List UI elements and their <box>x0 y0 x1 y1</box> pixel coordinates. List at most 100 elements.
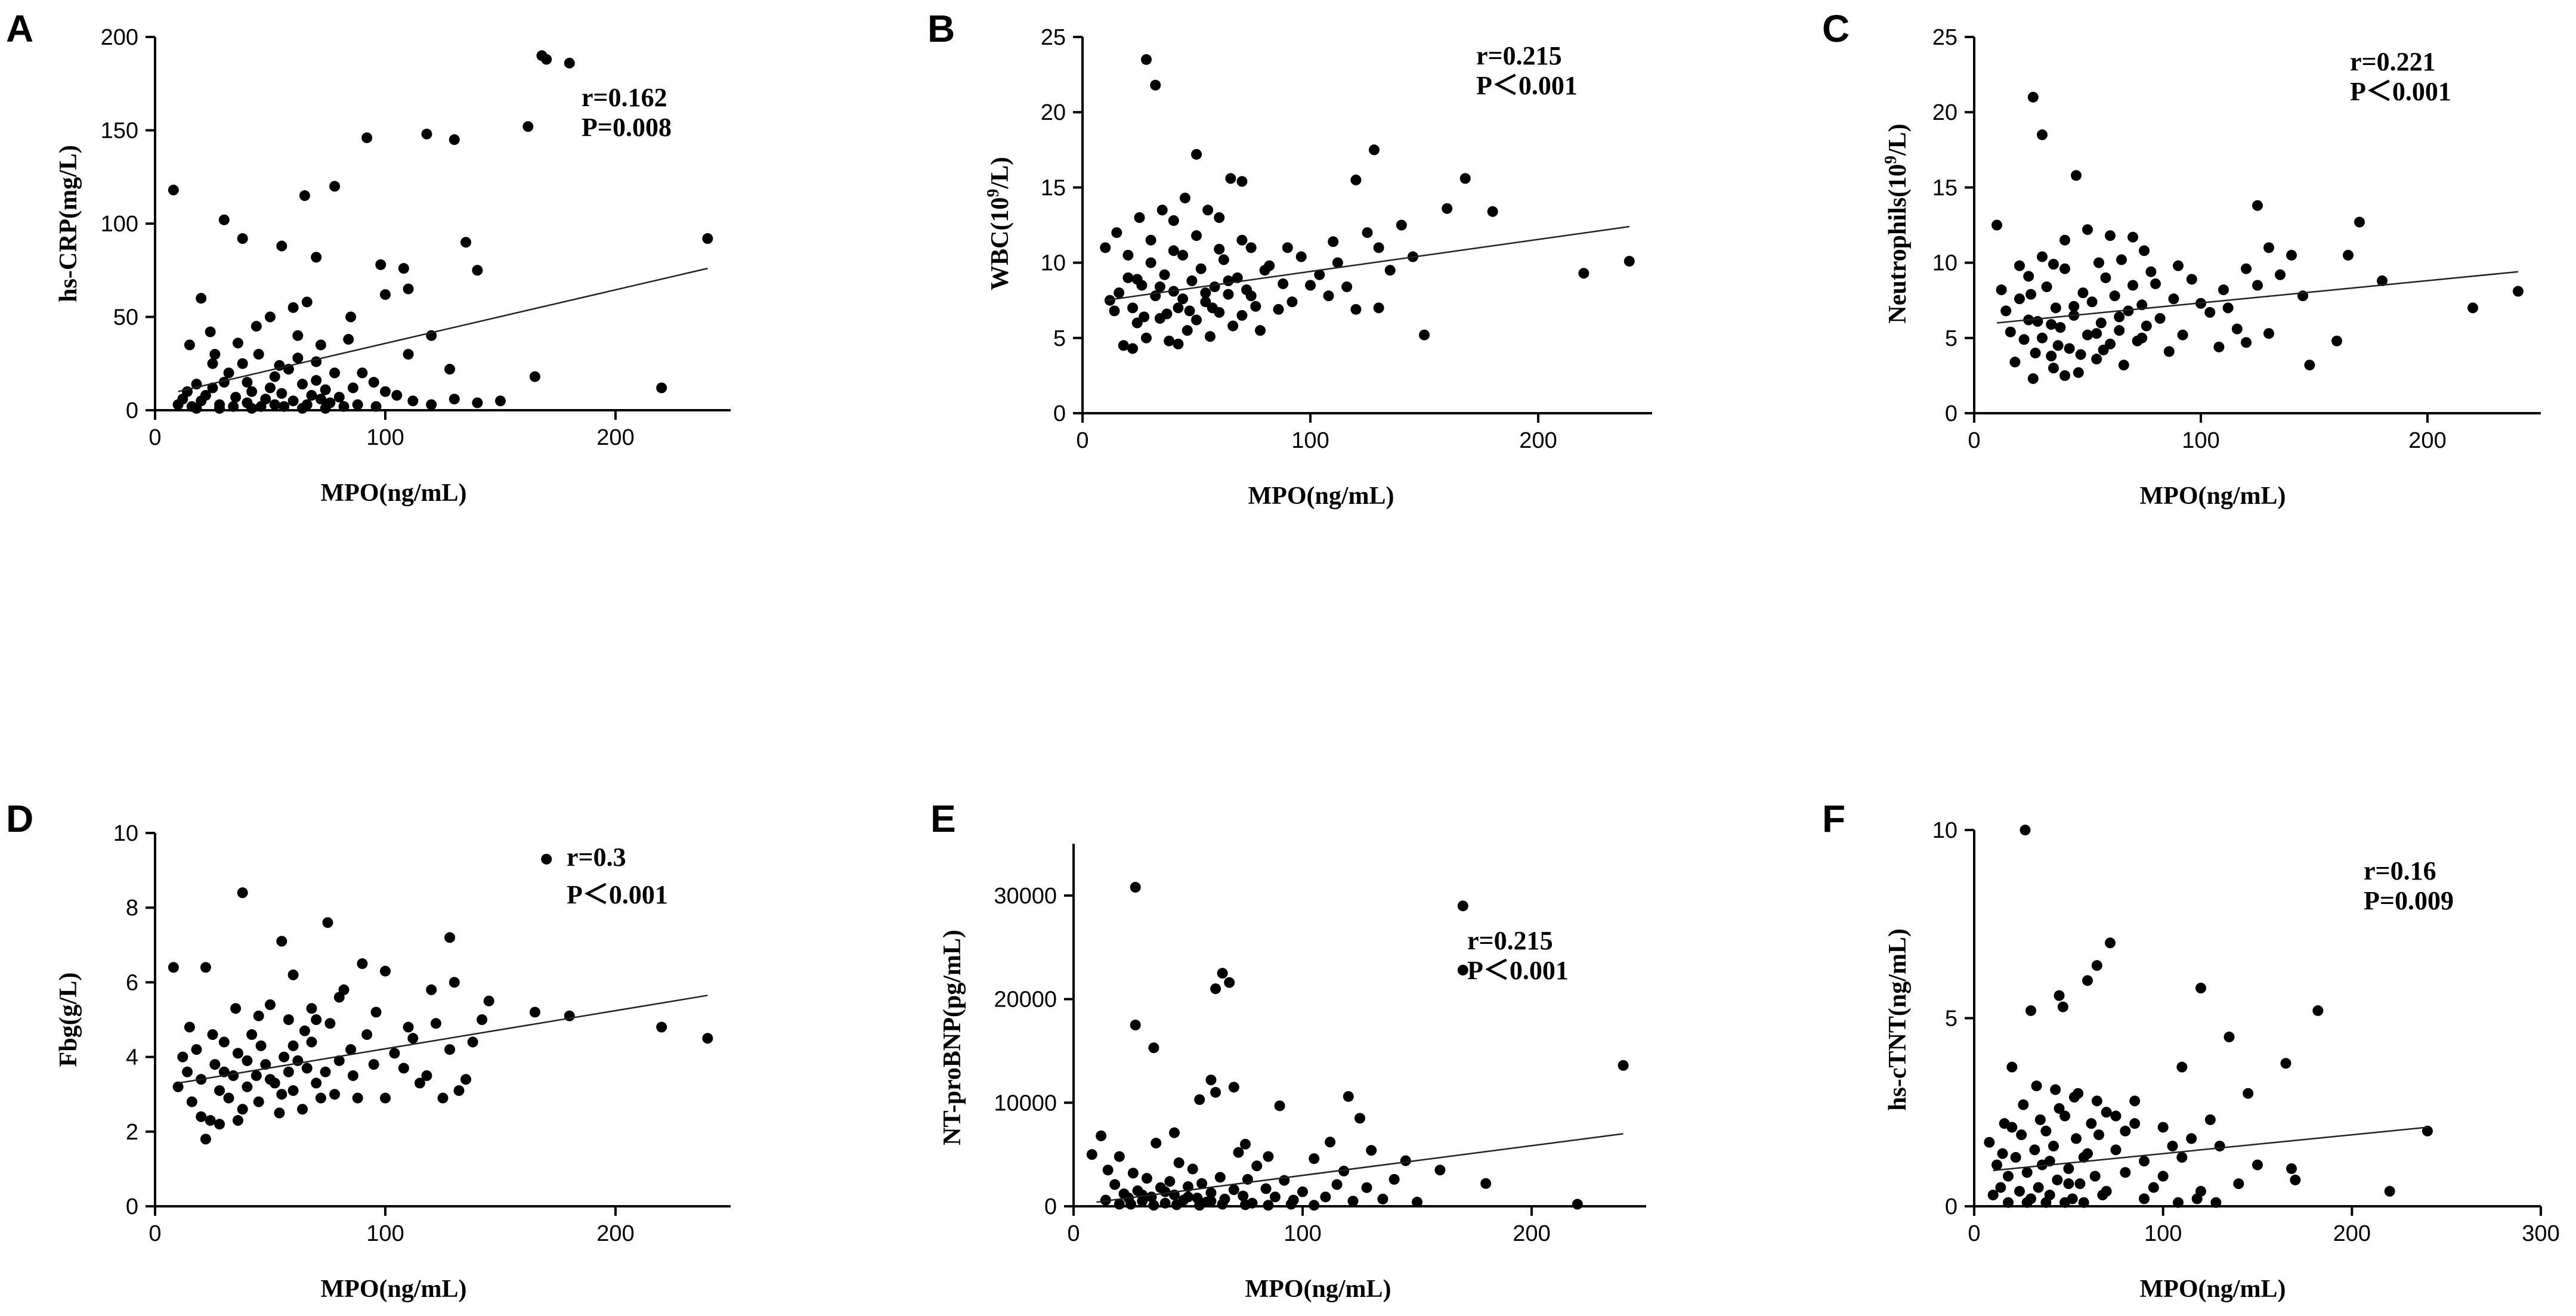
panel-d-point-78 <box>207 1029 218 1041</box>
panel-b-point-80 <box>1236 234 1248 246</box>
panel-a-r-value: r=0.162 <box>582 83 667 112</box>
panel-e-point-63 <box>1347 1196 1359 1207</box>
panel-b-point-29 <box>1114 287 1125 299</box>
panel-c-point-13 <box>2241 263 2252 274</box>
panel-b-point-91 <box>1127 343 1139 354</box>
panel-d-point-45 <box>191 1044 202 1055</box>
panel-e-point-76 <box>1309 1200 1320 1211</box>
panel-b-marks: 0 100 200 0 5 10 15 20 25 <box>1041 25 1652 453</box>
panel-a-regression-line <box>178 267 708 392</box>
panel-d-point-29 <box>276 1089 287 1100</box>
panel-b-point-58 <box>1245 242 1257 253</box>
panel-a-point-94 <box>191 402 202 414</box>
panel-e-x-tick-label-2: 200 <box>1513 1221 1550 1246</box>
panel-e-point-67 <box>1412 1197 1422 1208</box>
panel-d-point-15 <box>656 1021 667 1033</box>
panel-c-point-64 <box>2222 302 2234 314</box>
panel-d-point-36 <box>232 1048 243 1059</box>
panel-c-point-32 <box>2037 332 2048 343</box>
panel-f-point-5 <box>2057 1001 2068 1012</box>
panel-d-point-67 <box>370 1007 382 1018</box>
panel-d-point-64 <box>347 1070 358 1081</box>
panel-f-point-35 <box>2071 1133 2082 1144</box>
panel-e-point-0 <box>1130 881 1141 893</box>
panel-b-point-20 <box>1202 205 1214 216</box>
panel-b-point-46 <box>1191 314 1202 326</box>
panel-d-point-0 <box>541 853 552 865</box>
panel-b: B 0 100 200 0 5 10 15 20 25 r=0.215 P＜0.001 MPO(… <box>927 7 1652 510</box>
panel-f-point-22 <box>2157 1122 2169 1133</box>
panel-b-point-59 <box>1250 301 1261 312</box>
panel-a-point-54 <box>269 371 280 382</box>
panel-a-point-35 <box>391 389 403 401</box>
panel-d-point-70 <box>407 1033 419 1044</box>
panel-b-point-40 <box>1164 335 1175 346</box>
panel-c-point-1 <box>2037 129 2048 141</box>
panel-d-point-77 <box>184 1021 195 1033</box>
panel-c-point-37 <box>2059 263 2070 274</box>
panel-d-point-69 <box>398 1063 409 1074</box>
panel-d-point-89 <box>196 1111 207 1122</box>
panel-d-point-49 <box>172 1081 184 1092</box>
panel-c-point-34 <box>2046 351 2057 362</box>
panel-b-point-75 <box>1122 249 1134 261</box>
panel-c-point-5 <box>2343 249 2354 261</box>
panel-d-point-86 <box>287 1040 299 1051</box>
panel-e-point-2 <box>1457 964 1468 976</box>
panel-c-point-80 <box>2091 328 2102 339</box>
panel-f-point-68 <box>2034 1114 2046 1125</box>
panel-b-point-86 <box>1245 290 1257 302</box>
panel-e-p-value: P＜0.001 <box>1467 956 1569 985</box>
panel-f-point-40 <box>2048 1141 2059 1152</box>
panel-a-point-21 <box>656 382 667 394</box>
panel-a-y-axis-label: hs-CRP(mg/L) <box>55 145 82 302</box>
panel-c-point-18 <box>2127 231 2138 243</box>
panel-d-point-85 <box>265 1074 276 1085</box>
panel-b-y-axis-label-tail: /L) <box>987 157 1014 190</box>
panel-c-point-16 <box>2173 260 2184 271</box>
panel-a-point-30 <box>301 296 313 308</box>
panel-f-point-0 <box>2020 825 2031 835</box>
panel-f-point-48 <box>2014 1185 2025 1197</box>
panel-label-f: F <box>1822 797 1845 840</box>
panel-f-point-20 <box>2186 1133 2197 1144</box>
panel-b-point-1 <box>1150 79 1161 91</box>
panel-c-x-tick-label-1: 100 <box>2182 428 2219 453</box>
panel-d-point-71 <box>421 1070 432 1081</box>
panel-f-point-16 <box>2286 1163 2297 1174</box>
panel-e-point-79 <box>1183 1191 1193 1203</box>
panel-e-y-tick-label-0: 0 <box>1044 1194 1057 1219</box>
panel-b-point-9 <box>1419 329 1430 340</box>
panel-label-b: B <box>927 7 955 50</box>
panel-c-point-38 <box>2064 343 2075 354</box>
panel-c-y-axis-label: Neutrophils(109/L) <box>1882 123 1912 323</box>
panel-c-point-42 <box>2082 329 2093 340</box>
panel-f-y-tick-label-0: 0 <box>1945 1194 1957 1219</box>
panel-f-point-3 <box>2082 975 2093 986</box>
panel-b-point-15 <box>1282 242 1293 253</box>
panel-f-point-17 <box>2290 1174 2301 1185</box>
panel-e-point-68 <box>1125 1199 1136 1210</box>
panel-d-x-tick-label-0: 0 <box>149 1221 161 1246</box>
panel-b-point-53 <box>1223 289 1234 300</box>
panel-f-point-61 <box>2120 1125 2131 1137</box>
panel-a-point-23 <box>529 371 540 382</box>
panel-label-d: D <box>6 797 33 840</box>
panel-d-point-3 <box>276 936 287 947</box>
panel-c-point-27 <box>2014 293 2025 305</box>
panel-c-point-35 <box>2050 302 2061 314</box>
panel-d-point-76 <box>477 1014 488 1025</box>
panel-b-point-56 <box>1236 309 1248 321</box>
panel-d-point-16 <box>702 1033 713 1044</box>
panel-d-y-tick-label-0: 0 <box>126 1194 138 1219</box>
panel-d-point-9 <box>380 965 391 977</box>
panel-d-point-46 <box>186 1096 197 1107</box>
panel-a-point-47 <box>230 392 242 403</box>
panel-d-point-8 <box>357 958 368 970</box>
panel-f-point-18 <box>2252 1159 2263 1171</box>
panel-a-point-29 <box>287 302 299 313</box>
panel-label-e: E <box>930 797 956 840</box>
panel-a-point-32 <box>343 334 354 345</box>
panel-d-y-tick-label-3: 6 <box>126 970 138 995</box>
panel-a-x-tick-label-1: 100 <box>366 425 404 450</box>
